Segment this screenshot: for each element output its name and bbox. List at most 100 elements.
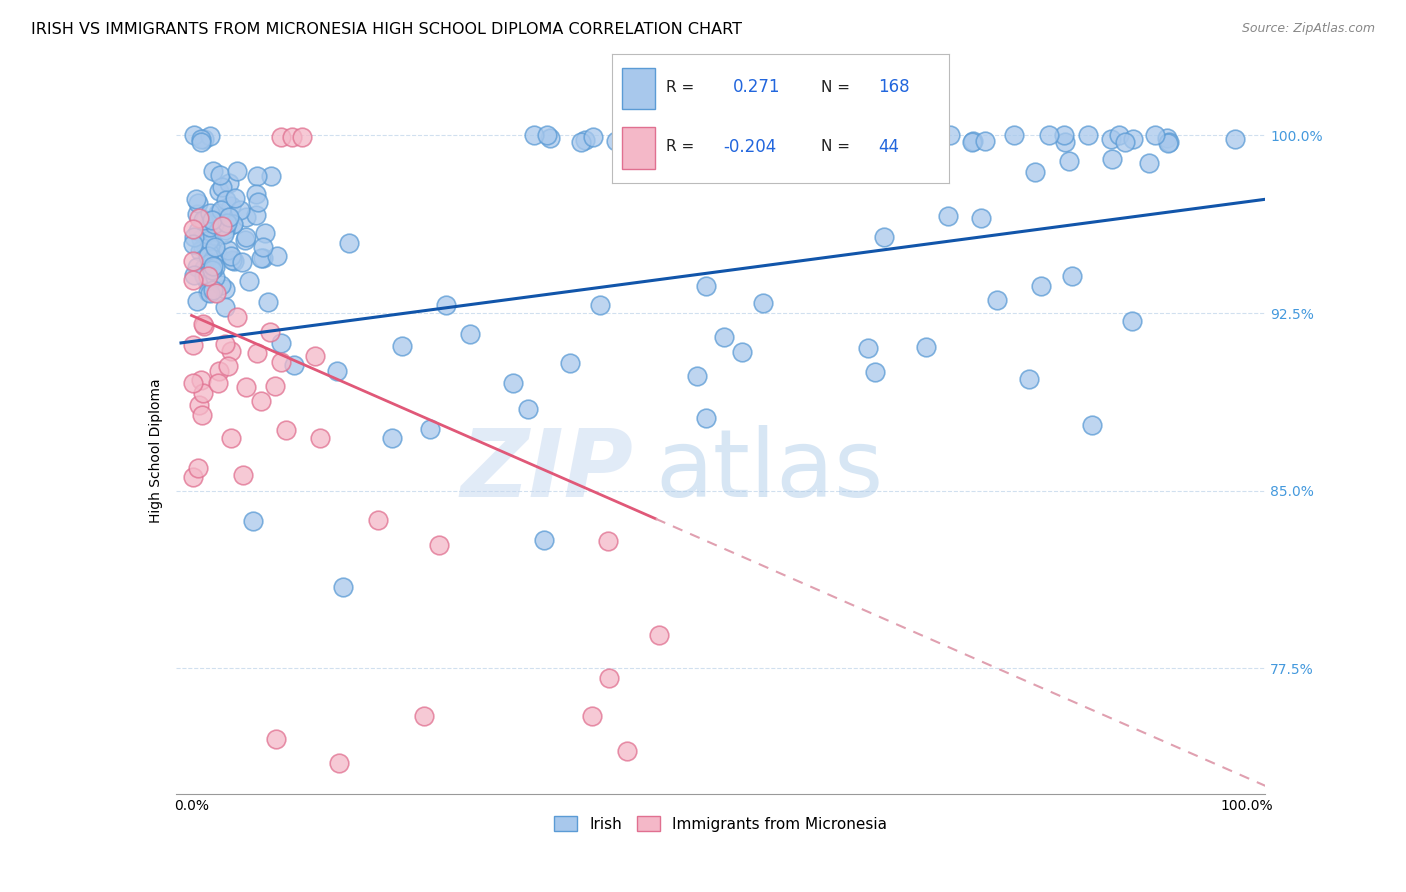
Point: [194, 213, 217, 227]
Point: [616, 744, 638, 758]
Point: [257, 295, 280, 310]
Point: [197, 268, 219, 283]
Point: [246, 169, 269, 184]
Point: [962, 135, 984, 149]
Point: [328, 756, 350, 770]
Point: [221, 217, 243, 231]
Point: [181, 237, 204, 252]
Point: [533, 533, 555, 548]
Point: [209, 203, 232, 218]
Point: [204, 260, 226, 274]
Point: [536, 128, 558, 143]
Point: [427, 538, 450, 552]
Point: [858, 341, 880, 355]
Point: [281, 129, 304, 144]
Point: [598, 671, 620, 685]
Point: [197, 225, 219, 239]
Point: [246, 346, 269, 360]
Point: [1099, 132, 1122, 146]
Point: [190, 373, 212, 387]
Point: [191, 212, 214, 227]
Point: [266, 249, 288, 263]
Text: atlas: atlas: [655, 425, 883, 517]
Point: [245, 187, 267, 202]
Point: [181, 222, 204, 236]
Point: [1108, 128, 1130, 143]
Point: [502, 376, 524, 391]
Point: [187, 196, 209, 211]
Point: [214, 336, 236, 351]
Point: [183, 229, 205, 244]
Point: [181, 338, 204, 352]
Point: [962, 134, 984, 148]
Point: [181, 254, 204, 268]
Point: [688, 128, 710, 143]
Point: [574, 133, 596, 147]
Point: [304, 349, 326, 363]
Point: [208, 184, 231, 198]
Point: [218, 210, 240, 224]
Point: [283, 358, 305, 372]
Point: [197, 245, 219, 260]
Point: [201, 213, 224, 227]
Point: [202, 213, 225, 227]
Point: [200, 231, 222, 245]
Point: [191, 385, 214, 400]
Point: [1029, 278, 1052, 293]
Point: [218, 176, 240, 190]
Point: [458, 327, 481, 342]
Point: [582, 130, 605, 145]
Point: [186, 293, 208, 308]
Point: [211, 219, 233, 233]
Point: [250, 251, 273, 265]
Point: [183, 128, 205, 143]
Point: [214, 223, 236, 237]
Point: [332, 580, 354, 594]
Point: [222, 254, 245, 268]
Point: [270, 355, 292, 369]
Point: [412, 708, 434, 723]
Point: [939, 128, 962, 143]
Point: [1157, 136, 1180, 150]
Point: [186, 260, 208, 275]
Point: [523, 128, 546, 143]
Point: [1101, 152, 1123, 166]
Point: [252, 240, 274, 254]
Point: [1038, 128, 1060, 143]
Point: [183, 272, 205, 286]
Point: [1060, 269, 1083, 284]
Point: [181, 470, 204, 484]
Point: [215, 216, 238, 230]
Point: [232, 468, 254, 483]
Bar: [621, 128, 655, 169]
Point: [193, 260, 215, 275]
Point: [193, 317, 215, 331]
Point: [558, 356, 581, 370]
Point: [1122, 132, 1144, 146]
Point: [226, 310, 249, 325]
Point: [264, 732, 287, 747]
Point: [695, 410, 717, 425]
Point: [207, 211, 229, 225]
Point: [745, 135, 768, 149]
Point: [337, 235, 360, 250]
Point: [986, 293, 1008, 308]
Point: [1225, 132, 1247, 146]
Point: [1002, 128, 1025, 143]
Point: [235, 229, 257, 244]
Point: [193, 268, 215, 283]
Text: 44: 44: [879, 137, 900, 155]
Point: [270, 335, 292, 350]
Point: [211, 179, 233, 194]
Point: [201, 263, 224, 277]
Point: [222, 218, 245, 232]
Point: [238, 275, 260, 289]
Point: [1024, 164, 1046, 178]
Point: [183, 268, 205, 283]
Point: [193, 241, 215, 255]
Y-axis label: High School Diploma: High School Diploma: [149, 378, 163, 523]
Point: [1053, 135, 1076, 149]
Point: [207, 376, 229, 391]
Point: [193, 132, 215, 146]
Point: [686, 368, 709, 383]
